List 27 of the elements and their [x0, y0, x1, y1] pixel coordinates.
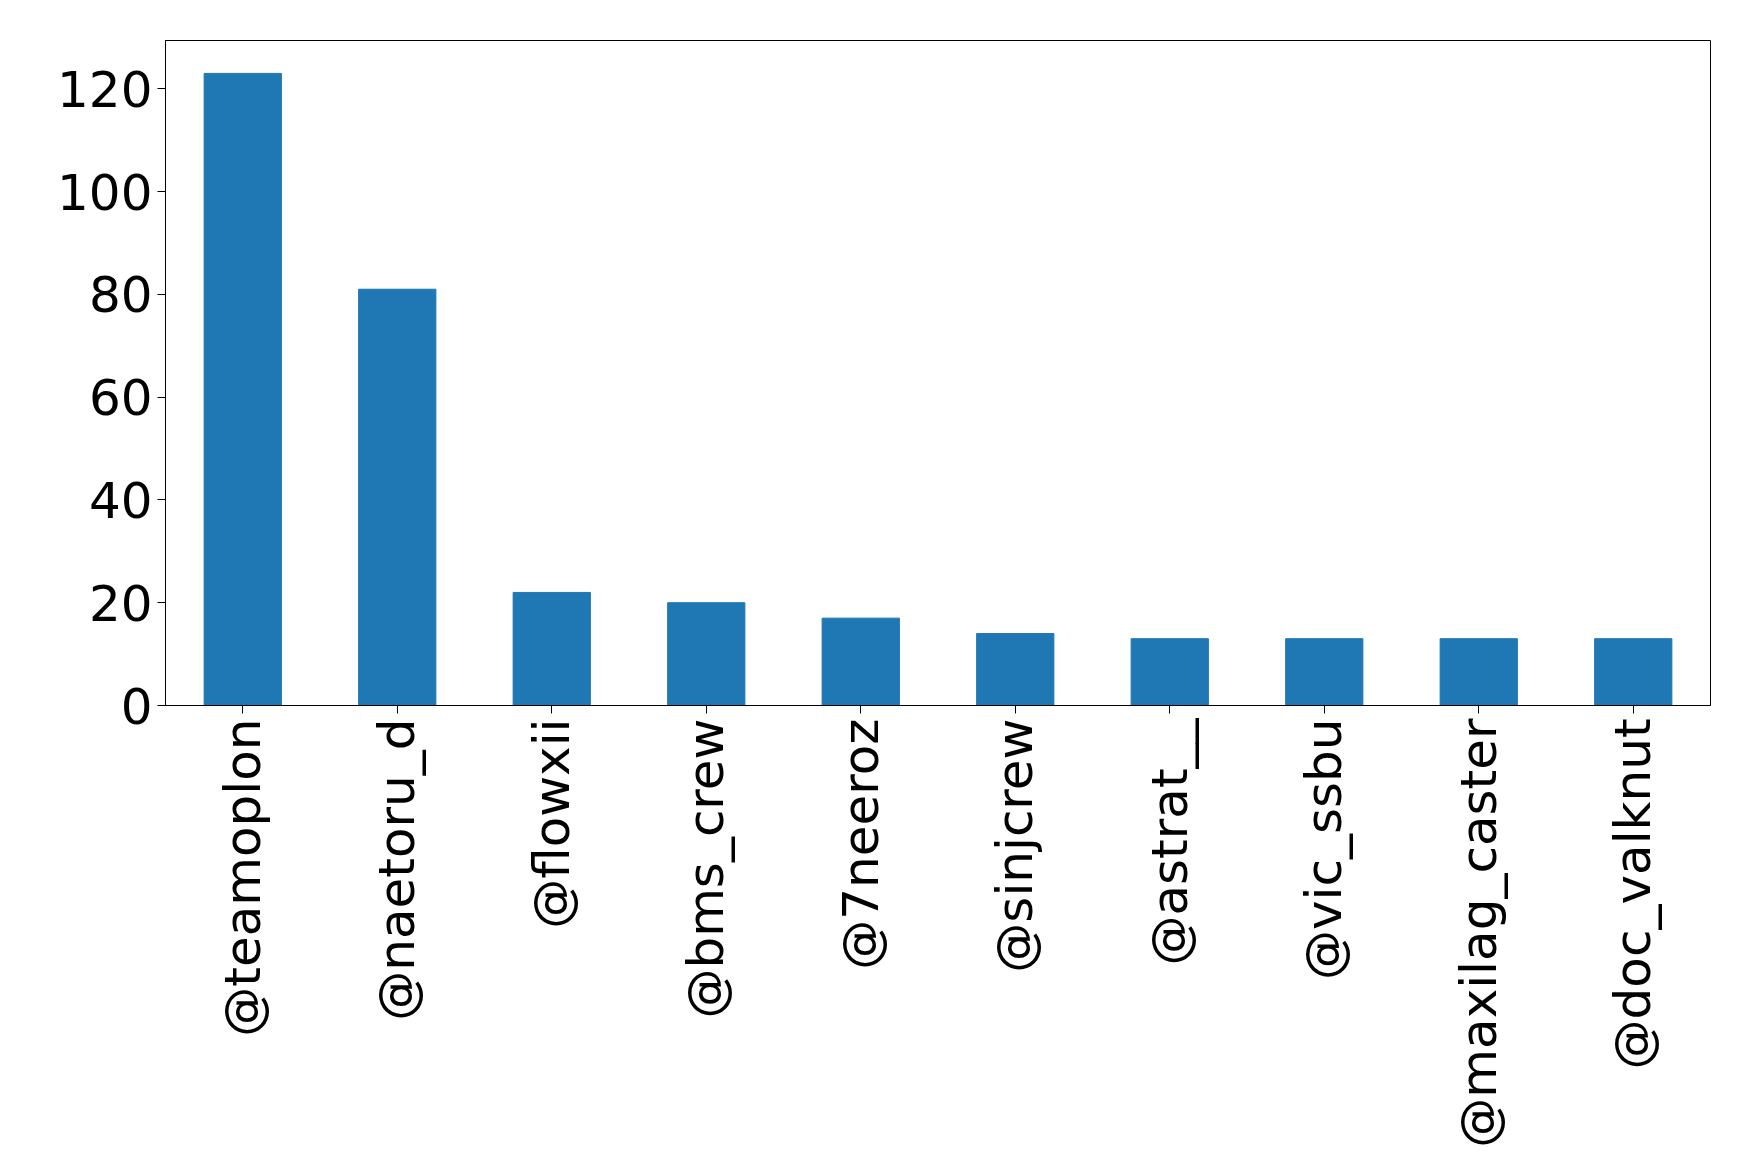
y-tick-label: 40 — [88, 471, 153, 530]
y-tick-label: 0 — [120, 677, 153, 736]
bar — [358, 288, 437, 706]
bar — [1594, 638, 1673, 706]
x-tick-label: @doc_valknut — [1604, 718, 1663, 1070]
bar — [1285, 638, 1364, 706]
x-tick-label: @sinjcrew — [986, 718, 1045, 973]
x-tick-label: @maxilag_caster — [1449, 718, 1508, 1148]
y-tick-label: 20 — [88, 574, 153, 633]
bar — [1130, 638, 1209, 706]
x-tick-label: @teamoplon — [213, 718, 272, 1037]
y-tick-label: 100 — [57, 163, 153, 222]
bar — [667, 602, 746, 706]
y-tick-label: 120 — [57, 60, 153, 119]
x-tick-label: @7neeroz — [831, 718, 890, 970]
bar — [821, 617, 900, 706]
y-tick-label: 60 — [88, 369, 153, 428]
x-tick-label: @vic_ssbu — [1295, 718, 1354, 980]
bar — [203, 72, 282, 706]
bar — [512, 591, 591, 706]
x-tick-label: @naetoru_d — [368, 718, 427, 1021]
x-tick-label: @bms_crew — [677, 718, 736, 1019]
x-tick-label: @astrat__ — [1140, 717, 1199, 966]
x-tick-label: @flowxii — [522, 718, 581, 929]
bar — [976, 633, 1055, 706]
y-tick-label: 80 — [88, 266, 153, 325]
bar — [1439, 638, 1518, 706]
